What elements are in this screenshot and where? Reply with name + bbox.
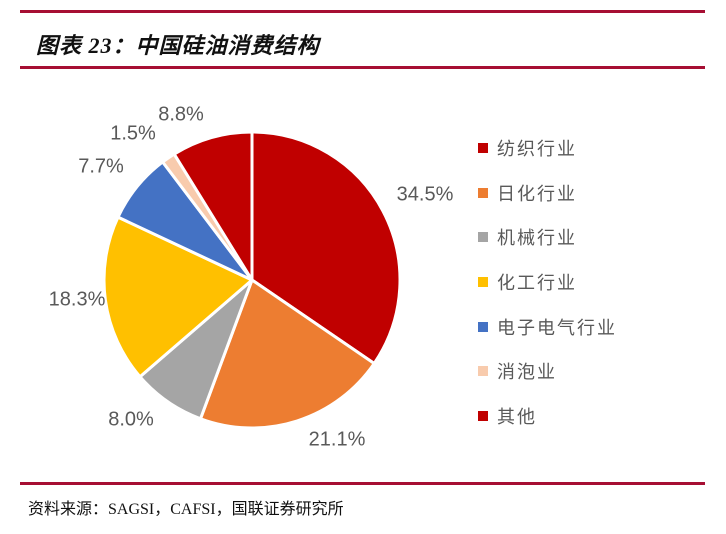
source-note: 资料来源：SAGSI，CAFSI，国联证券研究所: [28, 501, 344, 518]
legend-item-others: 其他: [478, 394, 708, 439]
pie-slice-0: [250, 130, 402, 365]
pie-data-label-others: 8.8%: [158, 103, 204, 126]
footer-rule-line: [20, 482, 705, 485]
pie-data-label-electronics: 7.7%: [78, 155, 124, 178]
title-divider-line: [20, 66, 705, 69]
legend-item-chemical: 化工行业: [478, 260, 708, 305]
legend-swatch-icon: [478, 321, 488, 332]
legend-swatch-icon: [478, 277, 488, 288]
legend-item-electronics: 电子电气行业: [478, 304, 708, 349]
legend-swatch-icon: [478, 366, 488, 377]
pie-data-label-defoaming: 1.5%: [110, 122, 156, 145]
pie-slice-1: [199, 278, 376, 430]
top-rule-line: [20, 10, 705, 13]
figure-title: 图表 23：中国硅油消费结构: [36, 33, 320, 58]
pie-data-label-daily-chem: 21.1%: [308, 428, 366, 451]
legend-label: 纺织行业: [497, 139, 577, 160]
pie-data-label-chemical: 18.3%: [48, 288, 106, 311]
legend-label: 电子电气行业: [497, 317, 617, 338]
legend-item-textile: 纺织行业: [478, 126, 708, 171]
pie-data-label-machinery: 8.0%: [108, 408, 154, 431]
legend-label: 机械行业: [497, 228, 577, 249]
legend-item-daily-chem: 日化行业: [478, 171, 708, 216]
legend-swatch-icon: [478, 143, 488, 154]
legend-item-machinery: 机械行业: [478, 215, 708, 260]
legend-label: 消泡业: [497, 362, 557, 383]
legend-swatch-icon: [478, 410, 488, 421]
legend-swatch-icon: [478, 187, 488, 198]
pie-slice-6: [172, 130, 254, 282]
pie-data-label-textile: 34.5%: [396, 183, 454, 206]
legend-label: 其他: [497, 406, 537, 427]
chart-legend: 纺织行业 日化行业 机械行业 化工行业 电子电气行业 消泡业 其他: [478, 126, 708, 438]
pie-slice-3: [102, 215, 254, 379]
legend-swatch-icon: [478, 232, 488, 243]
legend-item-defoaming: 消泡业: [478, 349, 708, 394]
legend-label: 化工行业: [497, 273, 577, 294]
legend-label: 日化行业: [497, 183, 577, 204]
